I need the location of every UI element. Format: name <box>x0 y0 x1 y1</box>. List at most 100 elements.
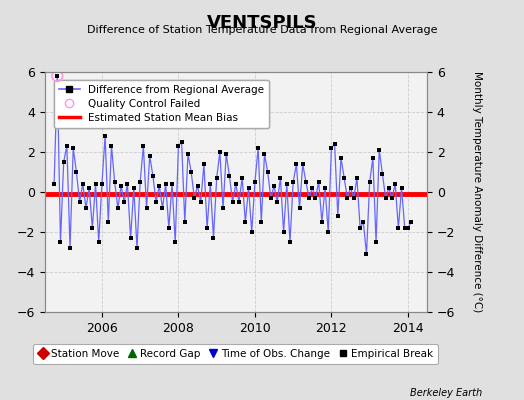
Text: VENTSPILS: VENTSPILS <box>206 14 318 32</box>
Point <box>356 225 364 231</box>
Point <box>200 161 208 167</box>
Point <box>104 219 113 225</box>
Point <box>152 199 160 205</box>
Point <box>270 183 278 189</box>
Point <box>279 229 288 235</box>
Point <box>362 251 370 257</box>
Legend: Station Move, Record Gap, Time of Obs. Change, Empirical Break: Station Move, Record Gap, Time of Obs. C… <box>33 344 439 364</box>
Point <box>171 239 179 245</box>
Point <box>149 173 157 179</box>
Point <box>209 235 217 241</box>
Point <box>391 181 399 187</box>
Point <box>63 143 71 149</box>
Point <box>88 225 96 231</box>
Point <box>53 73 61 79</box>
Point <box>79 181 87 187</box>
Point <box>97 181 106 187</box>
Point <box>299 161 307 167</box>
Point <box>107 143 116 149</box>
Point <box>369 155 377 161</box>
Point <box>372 239 380 245</box>
Y-axis label: Monthly Temperature Anomaly Difference (°C): Monthly Temperature Anomaly Difference (… <box>472 71 482 313</box>
Point <box>296 205 304 211</box>
Point <box>318 219 326 225</box>
Point <box>324 229 332 235</box>
Point <box>260 151 269 157</box>
Point <box>359 219 367 225</box>
Point <box>101 133 110 139</box>
Point <box>129 185 138 191</box>
Point <box>308 185 316 191</box>
Point <box>203 225 211 231</box>
Point <box>187 169 195 175</box>
Point <box>222 151 231 157</box>
Point <box>350 195 358 201</box>
Point <box>282 181 291 187</box>
Point <box>82 205 90 211</box>
Point <box>407 219 416 225</box>
Point <box>114 205 122 211</box>
Point <box>346 185 355 191</box>
Point <box>375 147 384 153</box>
Point <box>196 199 205 205</box>
Point <box>311 195 320 201</box>
Point <box>85 185 93 191</box>
Point <box>400 225 409 231</box>
Point <box>238 175 246 181</box>
Point <box>327 145 335 151</box>
Point <box>155 183 163 189</box>
Point <box>161 181 170 187</box>
Point <box>216 149 224 155</box>
Point <box>381 195 390 201</box>
Point <box>337 155 345 161</box>
Point <box>184 151 192 157</box>
Point <box>397 185 406 191</box>
Point <box>69 145 78 151</box>
Point <box>72 169 81 175</box>
Point <box>158 205 167 211</box>
Point <box>136 179 144 185</box>
Point <box>276 175 285 181</box>
Point <box>50 181 58 187</box>
Point <box>302 179 310 185</box>
Point <box>289 179 297 185</box>
Point <box>143 205 151 211</box>
Point <box>53 73 61 79</box>
Point <box>111 179 119 185</box>
Point <box>212 175 221 181</box>
Point <box>146 153 154 159</box>
Point <box>133 245 141 251</box>
Point <box>91 181 100 187</box>
Point <box>241 219 249 225</box>
Point <box>165 225 173 231</box>
Point <box>366 179 374 185</box>
Point <box>178 139 186 145</box>
Point <box>343 195 352 201</box>
Point <box>235 199 243 205</box>
Point <box>225 173 234 179</box>
Point <box>117 183 125 189</box>
Point <box>193 183 202 189</box>
Point <box>244 185 253 191</box>
Point <box>120 199 128 205</box>
Point <box>388 195 396 201</box>
Point <box>206 181 214 187</box>
Point <box>75 199 84 205</box>
Point <box>168 181 176 187</box>
Legend: Difference from Regional Average, Quality Control Failed, Estimated Station Mean: Difference from Regional Average, Qualit… <box>53 80 269 128</box>
Point <box>59 159 68 165</box>
Point <box>123 181 132 187</box>
Text: Difference of Station Temperature Data from Regional Average: Difference of Station Temperature Data f… <box>87 25 437 35</box>
Point <box>190 195 199 201</box>
Point <box>378 171 387 177</box>
Point <box>286 239 294 245</box>
Point <box>385 185 393 191</box>
Point <box>181 219 189 225</box>
Point <box>228 199 237 205</box>
Point <box>340 175 348 181</box>
Point <box>334 213 342 219</box>
Point <box>219 205 227 211</box>
Point <box>254 145 263 151</box>
Point <box>174 143 182 149</box>
Point <box>66 245 74 251</box>
